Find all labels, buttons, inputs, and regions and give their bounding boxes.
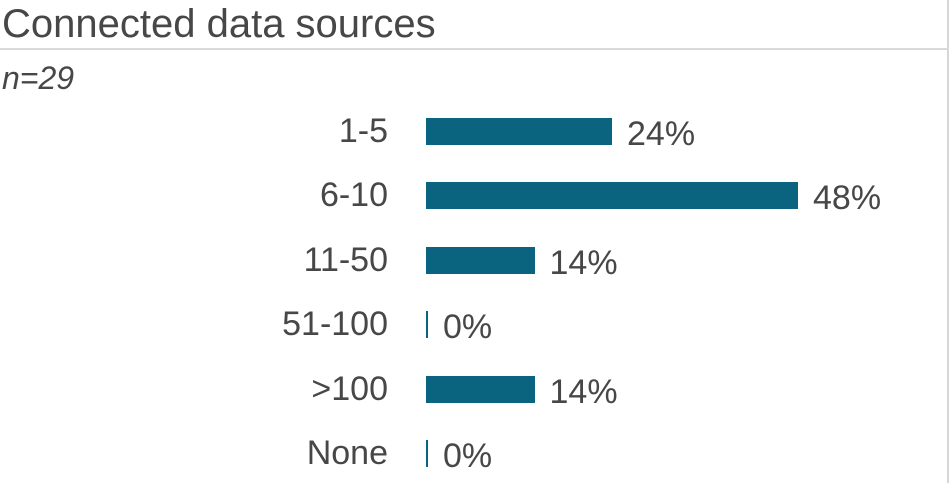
zero-tick bbox=[426, 440, 428, 468]
bar-area: 14% bbox=[426, 228, 618, 293]
bar-area: 0% bbox=[426, 293, 492, 358]
chart-row: None 0% bbox=[0, 422, 949, 483]
bar bbox=[426, 246, 535, 274]
bar bbox=[426, 375, 535, 403]
sample-size-label: n=29 bbox=[2, 60, 75, 96]
chart-row: 11-50 14% bbox=[0, 228, 949, 293]
chart-row: 51-100 0% bbox=[0, 293, 949, 358]
title-divider bbox=[0, 48, 949, 50]
category-label: None bbox=[306, 434, 388, 473]
category-label: 51-100 bbox=[282, 305, 388, 344]
value-label: 48% bbox=[813, 179, 882, 218]
value-label: 0% bbox=[443, 437, 493, 476]
chart-row: >100 14% bbox=[0, 357, 949, 422]
chart-title: Connected data sources bbox=[2, 2, 436, 46]
bar-area: 24% bbox=[426, 99, 695, 164]
bar-chart: 1-5 24% 6-10 48% 11-50 14% 51-100 0% >100 14% None… bbox=[0, 99, 949, 483]
bar bbox=[426, 117, 612, 145]
bar-area: 14% bbox=[426, 357, 618, 422]
zero-tick bbox=[426, 311, 428, 339]
value-label: 24% bbox=[627, 114, 696, 153]
chart-row: 1-5 24% bbox=[0, 99, 949, 164]
chart-row: 6-10 48% bbox=[0, 164, 949, 229]
category-label: >100 bbox=[311, 369, 388, 408]
category-label: 1-5 bbox=[338, 111, 388, 150]
category-label: 11-50 bbox=[303, 240, 388, 279]
value-label: 14% bbox=[549, 372, 618, 411]
bar bbox=[426, 182, 798, 210]
category-label: 6-10 bbox=[319, 176, 388, 215]
value-label: 14% bbox=[549, 243, 618, 282]
bar-area: 0% bbox=[426, 422, 492, 483]
value-label: 0% bbox=[443, 308, 493, 347]
bar-area: 48% bbox=[426, 164, 881, 229]
